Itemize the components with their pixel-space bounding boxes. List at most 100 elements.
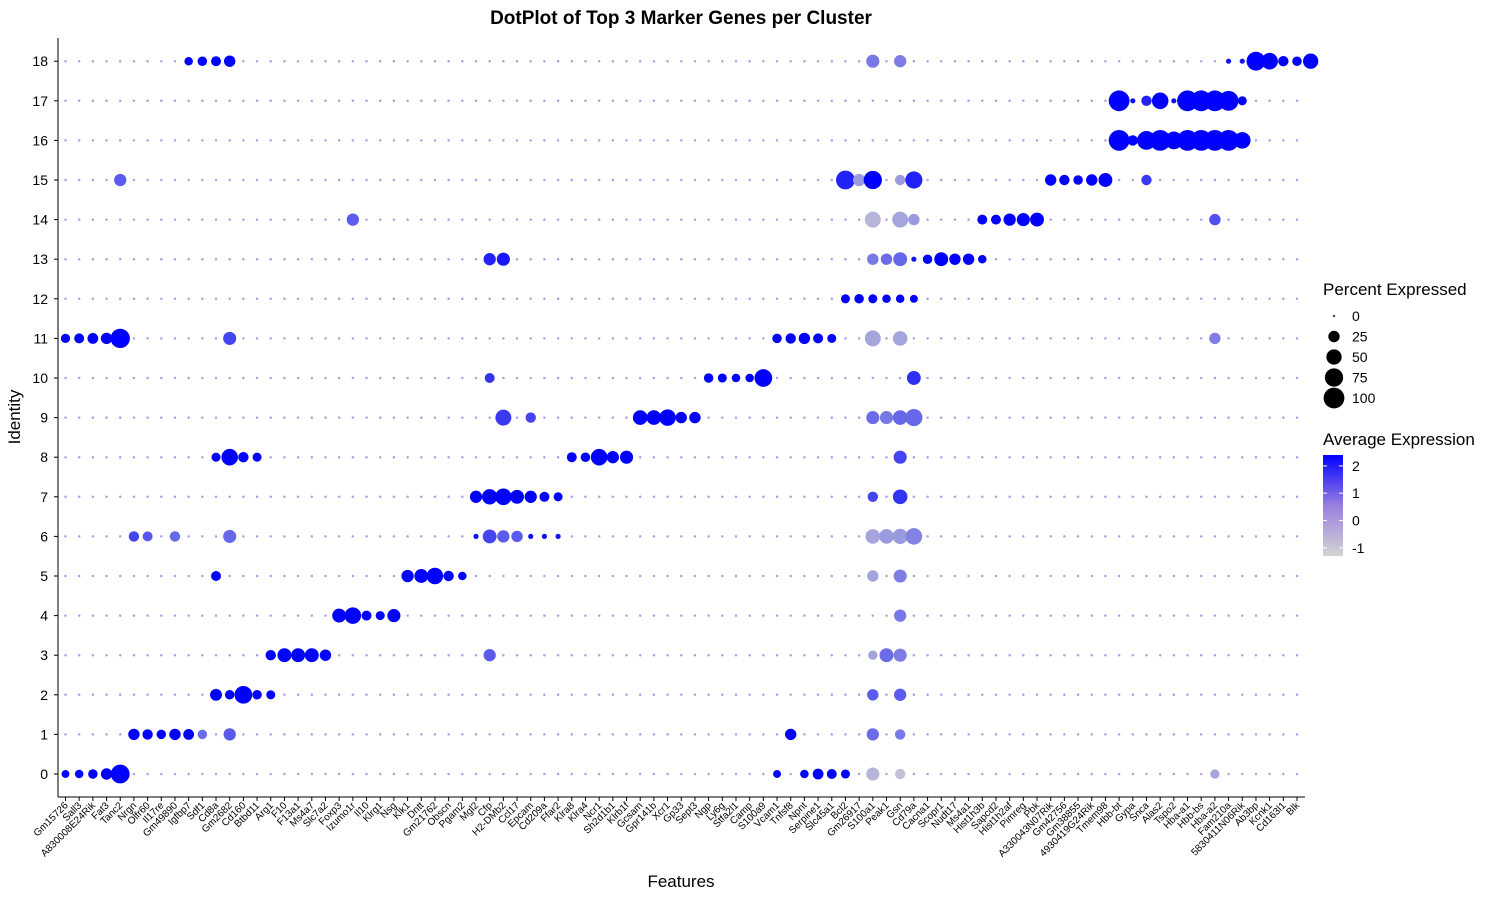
y-tick-label: 9 — [40, 410, 48, 426]
dot-8-Il10 — [365, 455, 368, 459]
dot-5-Alas2 — [1158, 574, 1162, 578]
dot-5-Sdf1 — [201, 574, 204, 578]
dot-9-Gypa — [1131, 416, 1135, 419]
dot-4-Cd8a — [214, 614, 218, 617]
dot-9-Sh2d1b1 — [611, 416, 615, 419]
dot-18-Gcsam — [638, 59, 642, 63]
dot-13-Igfbp7 — [187, 257, 190, 261]
dot-16-Klk1 — [406, 139, 409, 142]
dot-5-Tnfsf8 — [789, 574, 792, 578]
dot-15-Cd209a — [543, 178, 546, 182]
dot-2-Npnt — [803, 693, 806, 697]
dot-7-Tanc2 — [118, 495, 122, 499]
dot-8-5830411N06Rik — [1241, 455, 1244, 459]
dot-7-Fat3 — [105, 495, 108, 499]
dot-15-Scopr1 — [939, 178, 943, 182]
dot-1-Sept3 — [693, 733, 697, 736]
dot-9-Fat3 — [105, 416, 108, 419]
dot-3-Sdf1 — [201, 653, 204, 657]
dot-14-Ccl17 — [515, 218, 519, 221]
dot-8-Igfbp7 — [187, 455, 190, 459]
dot-9-Nudt17 — [953, 416, 957, 419]
dot-9-Gpr141b — [646, 410, 662, 425]
dot-5-Ms4a7 — [310, 574, 314, 578]
dot-12-Blk — [1295, 297, 1299, 301]
dot-17-Cacna1 — [926, 99, 929, 103]
dot-17-Sdf1 — [201, 99, 204, 103]
dot-15-Gm26917 — [852, 173, 866, 187]
dot-8-Btbd11 — [252, 452, 262, 462]
dot-7-Peak1 — [885, 495, 888, 499]
dot-12-Sh2d1b1 — [611, 297, 615, 301]
dot-15-Foxp3 — [337, 178, 341, 182]
dot-16-Sall3 — [77, 139, 81, 142]
dot-0-Klrg1 — [378, 772, 382, 776]
dot-13-Hist1h2af — [1008, 257, 1011, 261]
dot-12-Olfr60 — [146, 297, 149, 301]
dot-11-Foxp3 — [337, 337, 341, 340]
dot-15-Fat3 — [105, 178, 108, 182]
dot-14-Fat3 — [105, 218, 108, 221]
dot-7-Foxp3 — [337, 495, 341, 499]
dot-6-Cd8a — [214, 535, 218, 538]
dot-6-Npnt — [803, 535, 806, 538]
dot-2-Gm49890 — [173, 693, 177, 697]
dot-5-S100a9 — [762, 574, 765, 578]
dot-14-Kcnk1 — [1268, 218, 1271, 221]
dot-4-Serpine1 — [816, 614, 820, 617]
dot-9-Dntt — [420, 416, 423, 419]
dot-6-Gsn — [892, 528, 908, 545]
dot-17-Sall3 — [77, 99, 81, 103]
dot-1-Blk — [1295, 733, 1299, 736]
dot-11-Cd160 — [242, 337, 245, 340]
dot-14-4930419G24Rik — [1090, 218, 1093, 221]
dot-12-Ccl17 — [515, 297, 519, 301]
dot-16-F10 — [283, 139, 286, 142]
dot-14-Peak1 — [885, 218, 888, 221]
dot-10-Cacna1 — [926, 376, 929, 380]
dot-1-Klra4 — [584, 733, 587, 736]
dot-10-Gm21762 — [433, 376, 437, 380]
dot-18-H2-DMb2 — [502, 59, 505, 63]
dot-3-Btbd11 — [255, 653, 259, 657]
dot-6-Il10 — [365, 535, 368, 538]
dot-15-Izumo1r — [351, 178, 355, 182]
dot-6-Gpr141b — [652, 535, 656, 538]
dot-7-Gp33 — [680, 495, 683, 499]
dot-12-Cd163l1 — [1282, 297, 1285, 301]
dot-12-Gm38855 — [1076, 297, 1080, 301]
dot-4-Cacna1 — [926, 614, 929, 617]
dot-4-Epcam — [529, 614, 532, 617]
dot-13-H2-DMb2 — [496, 252, 510, 266]
dot-8-Izumo1r — [351, 455, 355, 459]
dot-2-Nsg — [392, 693, 396, 697]
dot-16-S100a9 — [762, 139, 765, 142]
dot-6-Klk1 — [406, 535, 409, 538]
dot-4-4930419G24Rik — [1090, 614, 1093, 617]
dot-16-Cfp — [488, 139, 491, 142]
dot-10-Serpine1 — [816, 376, 820, 380]
dot-15-Peak1 — [885, 178, 888, 182]
dot-14-Hist1h3b — [977, 214, 988, 225]
dot-9-Slc7a2 — [324, 416, 327, 419]
dot-0-S100a1 — [866, 767, 880, 781]
dot-11-Tmem98 — [1104, 337, 1107, 340]
dot-18-Tspo2 — [1172, 59, 1176, 63]
dot-16-Ms4a7 — [310, 139, 314, 142]
dot-1-Gcsam — [638, 733, 642, 736]
dot-15-Igfbp7 — [187, 178, 190, 182]
dot-6-Olfr60 — [142, 531, 153, 542]
dot-16-Gm2682 — [228, 139, 231, 142]
dot-17-Gsn — [898, 99, 902, 103]
dot-17-Il10 — [365, 99, 368, 103]
dot-8-Cd79a — [912, 455, 916, 459]
dot-18-Ngp — [707, 59, 710, 63]
y-tick-label: 11 — [33, 330, 48, 346]
dot-16-Pgam2 — [461, 139, 464, 142]
dot-11-Hba-a1 — [1186, 337, 1189, 340]
dot-3-S100a9 — [762, 653, 765, 657]
dot-18-Igfbp7 — [184, 56, 193, 66]
dot-13-Sdf1 — [201, 257, 204, 261]
dot-5-Slc7a2 — [324, 574, 327, 578]
dot-14-Ffar2 — [556, 218, 560, 221]
